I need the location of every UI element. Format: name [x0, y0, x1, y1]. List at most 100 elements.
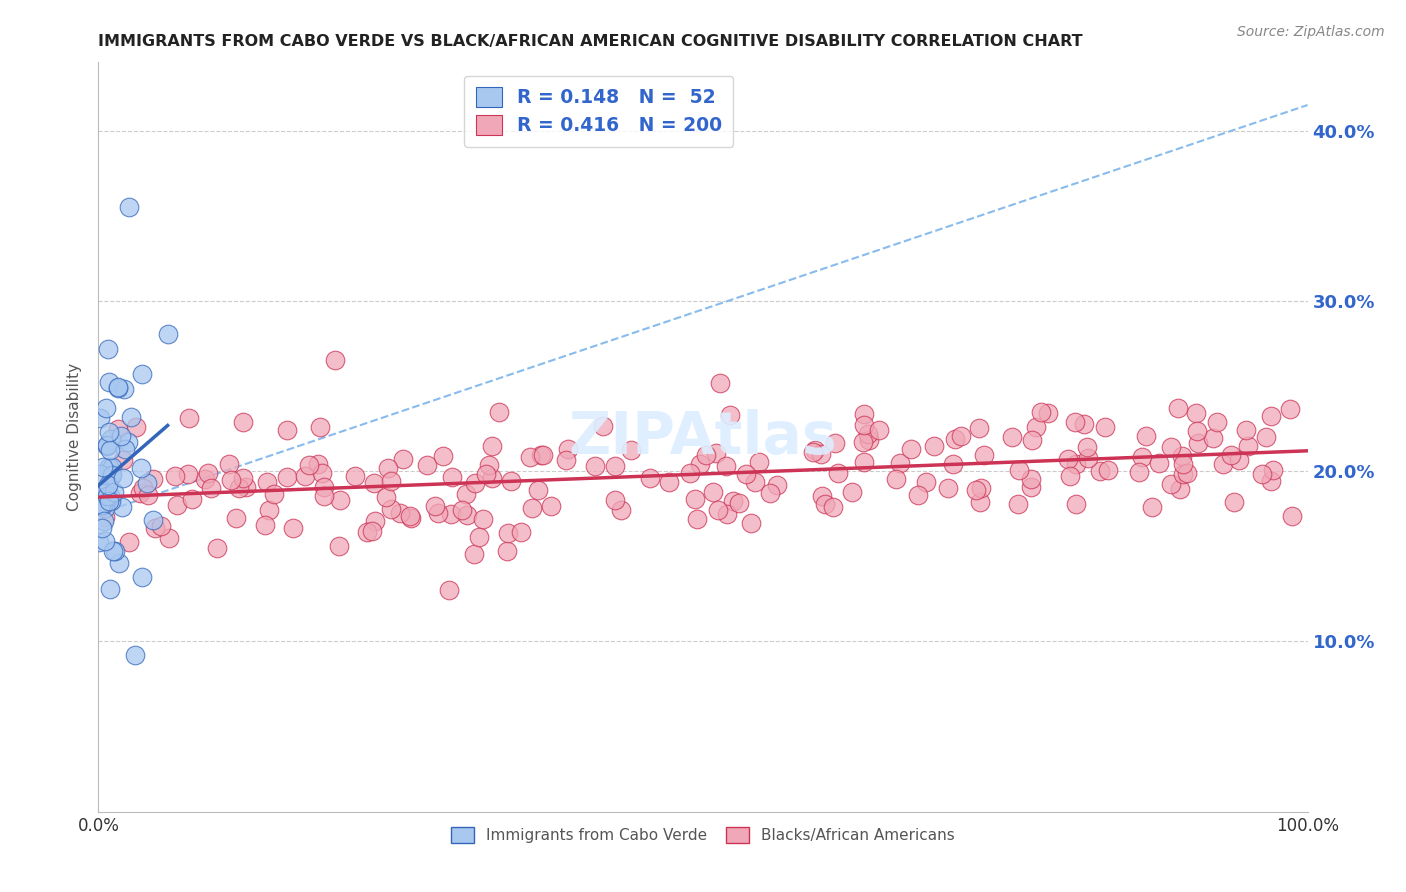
- Text: Source: ZipAtlas.com: Source: ZipAtlas.com: [1237, 25, 1385, 39]
- Point: [868, 423, 890, 437]
- Point: [311, 466, 333, 480]
- Point: [96, 489, 118, 503]
- Point: [380, 502, 402, 516]
- Point: [967, 420, 990, 434]
- Point: [1135, 429, 1157, 443]
- Point: [907, 488, 929, 502]
- Point: [440, 470, 463, 484]
- Point: [801, 444, 824, 458]
- Point: [592, 419, 614, 434]
- Point: [194, 472, 217, 486]
- Point: [1128, 465, 1150, 479]
- Point: [858, 434, 880, 448]
- Point: [949, 429, 972, 443]
- Point: [1260, 474, 1282, 488]
- Point: [943, 432, 966, 446]
- Point: [328, 539, 350, 553]
- Point: [1212, 457, 1234, 471]
- Point: [689, 457, 711, 471]
- Point: [1220, 448, 1243, 462]
- Point: [1237, 439, 1260, 453]
- Point: [841, 485, 863, 500]
- Point: [1059, 469, 1081, 483]
- Point: [101, 468, 124, 483]
- Point: [527, 483, 550, 497]
- Point: [1260, 409, 1282, 424]
- Point: [94, 509, 117, 524]
- Point: [118, 535, 141, 549]
- Point: [555, 453, 578, 467]
- Point: [94, 533, 117, 548]
- Point: [638, 471, 661, 485]
- Point: [1007, 497, 1029, 511]
- Point: [1187, 436, 1209, 450]
- Point: [942, 457, 965, 471]
- Point: [131, 570, 153, 584]
- Point: [716, 507, 738, 521]
- Point: [811, 489, 834, 503]
- Point: [478, 458, 501, 472]
- Point: [1185, 424, 1208, 438]
- Point: [96, 401, 118, 415]
- Point: [1185, 406, 1208, 420]
- Point: [540, 499, 562, 513]
- Point: [720, 408, 742, 422]
- Point: [356, 524, 378, 539]
- Point: [803, 443, 825, 458]
- Point: [89, 467, 111, 481]
- Point: [120, 409, 142, 424]
- Point: [107, 381, 129, 395]
- Point: [136, 476, 159, 491]
- Point: [131, 368, 153, 382]
- Point: [98, 489, 121, 503]
- Point: [471, 511, 494, 525]
- Point: [325, 353, 347, 368]
- Point: [392, 452, 415, 467]
- Point: [1171, 450, 1194, 464]
- Text: ZIPAtlas: ZIPAtlas: [568, 409, 838, 466]
- Point: [922, 439, 945, 453]
- Point: [914, 475, 936, 490]
- Point: [107, 422, 129, 436]
- Point: [96, 438, 118, 452]
- Point: [488, 404, 510, 418]
- Point: [1008, 463, 1031, 477]
- Point: [96, 439, 118, 453]
- Point: [263, 487, 285, 501]
- Point: [744, 475, 766, 490]
- Point: [380, 474, 402, 488]
- Point: [853, 407, 876, 421]
- Point: [363, 475, 385, 490]
- Point: [111, 471, 134, 485]
- Point: [89, 410, 111, 425]
- Point: [824, 436, 846, 450]
- Point: [1251, 467, 1274, 481]
- Point: [1160, 440, 1182, 454]
- Point: [91, 521, 114, 535]
- Point: [1090, 464, 1112, 478]
- Point: [91, 460, 114, 475]
- Point: [886, 472, 908, 486]
- Point: [165, 469, 187, 483]
- Point: [1097, 463, 1119, 477]
- Point: [702, 485, 724, 500]
- Point: [685, 491, 707, 506]
- Point: [821, 500, 844, 515]
- Point: [467, 530, 489, 544]
- Point: [1149, 456, 1171, 470]
- Point: [1227, 452, 1250, 467]
- Point: [97, 460, 120, 475]
- Point: [530, 448, 553, 462]
- Point: [1160, 477, 1182, 491]
- Point: [307, 457, 329, 471]
- Point: [101, 460, 124, 475]
- Point: [1140, 500, 1163, 514]
- Point: [748, 455, 770, 469]
- Point: [1019, 480, 1042, 494]
- Point: [129, 486, 152, 500]
- Point: [451, 502, 474, 516]
- Point: [1173, 467, 1195, 481]
- Point: [1064, 457, 1087, 471]
- Point: [399, 509, 422, 524]
- Point: [253, 517, 276, 532]
